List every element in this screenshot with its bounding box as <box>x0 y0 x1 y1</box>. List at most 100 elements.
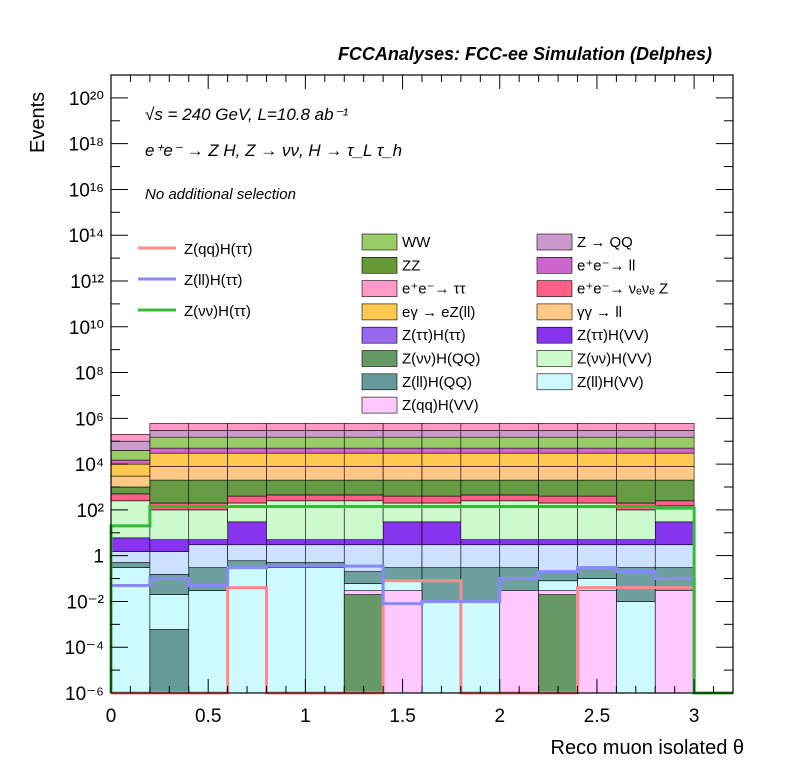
stack-bar-layer9-bin13 <box>616 447 656 454</box>
stack-bar-layer7-bin14 <box>654 466 695 481</box>
stack-bar-layer4-bin13 <box>616 509 656 540</box>
stack-bar-layer12-bin4 <box>266 423 306 431</box>
stack-bar-layer9-bin12 <box>577 447 617 454</box>
stack-bar-layer4-bin11 <box>538 502 578 540</box>
stack-bar-layer10-bin8 <box>421 436 462 449</box>
stack-bar-layer10-bin0 <box>110 450 151 461</box>
stack-bar-layer5-bin7 <box>382 495 423 504</box>
stack-bar-layer11-bin10 <box>499 430 539 438</box>
legend-stack-swatch <box>361 396 398 414</box>
legend-stack-swatch <box>361 233 398 251</box>
stack-bar-layer6-bin2 <box>188 479 228 504</box>
stack-bar-layer12-bin3 <box>227 423 267 431</box>
stack-bar-layer2-bin10 <box>499 544 539 568</box>
y-tick-label: 10⁴ <box>75 455 104 476</box>
stack-bar-layer7-bin12 <box>577 466 617 481</box>
legend-stack-label: e⁺e⁻→ νₑνₑ Z <box>577 281 668 298</box>
overlay-histograms <box>149 590 695 694</box>
legend-stack-swatch <box>361 280 398 297</box>
stack-bar-layer8-bin12 <box>577 452 617 467</box>
stack-bar-layer7-bin10 <box>499 466 539 481</box>
stack-bar-layer12-bin8 <box>421 423 462 431</box>
stack-bar-layer7-bin7 <box>382 466 423 481</box>
stack-bar-layer11-bin1 <box>149 430 190 438</box>
stack-bar-layer3-bin0 <box>110 537 151 552</box>
overlay-bar-0-2 <box>499 590 539 694</box>
stacked-histogram <box>110 423 695 694</box>
legend-stack-label: e⁺e⁻→ ττ <box>402 281 466 298</box>
stack-bar-layer1-bin2 <box>188 567 228 591</box>
stack-bar-layer5-bin8 <box>421 495 462 504</box>
stack-bar-layer2-bin9 <box>460 544 501 568</box>
legend-stack-label: Z(ll)H(VV) <box>577 374 644 391</box>
signal-line-0 <box>111 579 733 695</box>
legend-stack-label: Z → QQ <box>577 234 633 251</box>
stack-bar-layer11-bin7 <box>382 430 423 438</box>
legend-stack-swatch <box>536 373 573 391</box>
stack-bar-layer3-bin14 <box>654 521 695 546</box>
stack-bar-layer2-bin6 <box>343 544 384 572</box>
stack-bar-layer12-bin11 <box>538 423 578 431</box>
stack-bar-layer4-bin1 <box>149 509 190 540</box>
stack-bar-layer7-bin8 <box>421 466 462 481</box>
stack-bar-layer6-bin14 <box>654 479 695 502</box>
y-tick-label: 10²⁰ <box>69 89 104 110</box>
legend-stack-swatch <box>361 303 398 321</box>
stack-bar-layer9-bin6 <box>343 447 384 454</box>
stack-bar-layer11-bin13 <box>616 430 656 438</box>
stack-bar-layer11-bin9 <box>460 430 501 438</box>
plot-axes: 0 0.5 1 1.5 2 2.5 3 10⁻⁶ 10⁻⁴ 10⁻² 1 10² 10⁴ 10⁶ 10⁸ 10… <box>65 74 734 727</box>
stack-bar-layer2-bin4 <box>266 544 306 563</box>
stack-bar-layer11-bin2 <box>188 430 228 438</box>
legend-stack-swatch <box>361 326 398 344</box>
legend-stack-label: γγ → ll <box>577 304 622 321</box>
selection-label: No additional selection <box>145 186 296 203</box>
stack-bar-layer6-bin13 <box>616 479 656 504</box>
stack-bar-layer1-bin6 <box>343 571 384 584</box>
overlay-bar-0-1 <box>382 590 423 694</box>
stack-bar-layer1-bin7 <box>382 567 423 582</box>
stack-bar-layer3-bin9 <box>460 539 501 546</box>
stack-bar-layer3-bin1 <box>149 539 190 552</box>
stack-bar-layer7-bin2 <box>188 466 228 481</box>
signal-line-1 <box>109 564 733 695</box>
legend-stack-label: Z(νν)H(QQ) <box>402 351 480 368</box>
stack-bar-layer10-bin3 <box>227 436 267 449</box>
stack-bar-layer12-bin2 <box>188 423 228 431</box>
stack-bar-layer9-bin1 <box>149 447 190 454</box>
x-tick-label: 2 <box>494 706 505 727</box>
x-tick-label: 1 <box>300 706 311 727</box>
signal-line-2 <box>109 505 733 695</box>
stack-bar-layer7-bin13 <box>616 466 656 481</box>
stack-bar-layer8-bin1 <box>149 452 190 467</box>
stack-bar-layer12-bin10 <box>499 423 539 431</box>
stack-bar-layer10-bin7 <box>382 436 423 449</box>
stack-bar-layer7-bin3 <box>227 466 267 481</box>
stack-bar-layer0-bin5 <box>305 567 345 694</box>
overlay-bar-0-5 <box>654 590 695 694</box>
stack-bar-layer11-bin12 <box>577 430 617 438</box>
energy-lumi-label: √s = 240 GeV, L=10.8 ab⁻¹ <box>145 105 349 124</box>
stack-bar-layer11-bin3 <box>227 430 267 438</box>
stack-bar-layer2-bin7 <box>382 544 423 568</box>
legend-stack-label: Z(ll)H(QQ) <box>402 374 472 391</box>
legend-stack-swatch <box>536 256 573 274</box>
stack-bar-layer6-bin4 <box>266 479 306 496</box>
stack-bar-layer1-bin12 <box>577 567 617 579</box>
stack-bar-layer4-bin2 <box>188 509 228 540</box>
overlay-bar-1-0 <box>149 629 190 694</box>
stack-bar-layer11-bin6 <box>343 430 384 438</box>
stack-bar-layer10-bin12 <box>577 436 617 449</box>
stack-bar-layer10-bin4 <box>266 436 306 449</box>
stack-bar-layer12-bin1 <box>149 423 190 431</box>
stack-bar-layer2-bin14 <box>654 544 695 568</box>
stack-bar-layer10-bin10 <box>499 436 539 449</box>
y-tick-label: 10¹⁴ <box>68 226 104 247</box>
stack-bar-layer2-bin3 <box>227 544 267 562</box>
stack-bar-layer8-bin10 <box>499 452 539 467</box>
stack-bar-layer11-bin8 <box>421 430 462 438</box>
stack-bar-layer3-bin3 <box>227 521 267 546</box>
overlay-bar-0-4 <box>577 590 617 694</box>
stack-bar-layer7-bin9 <box>460 466 501 481</box>
